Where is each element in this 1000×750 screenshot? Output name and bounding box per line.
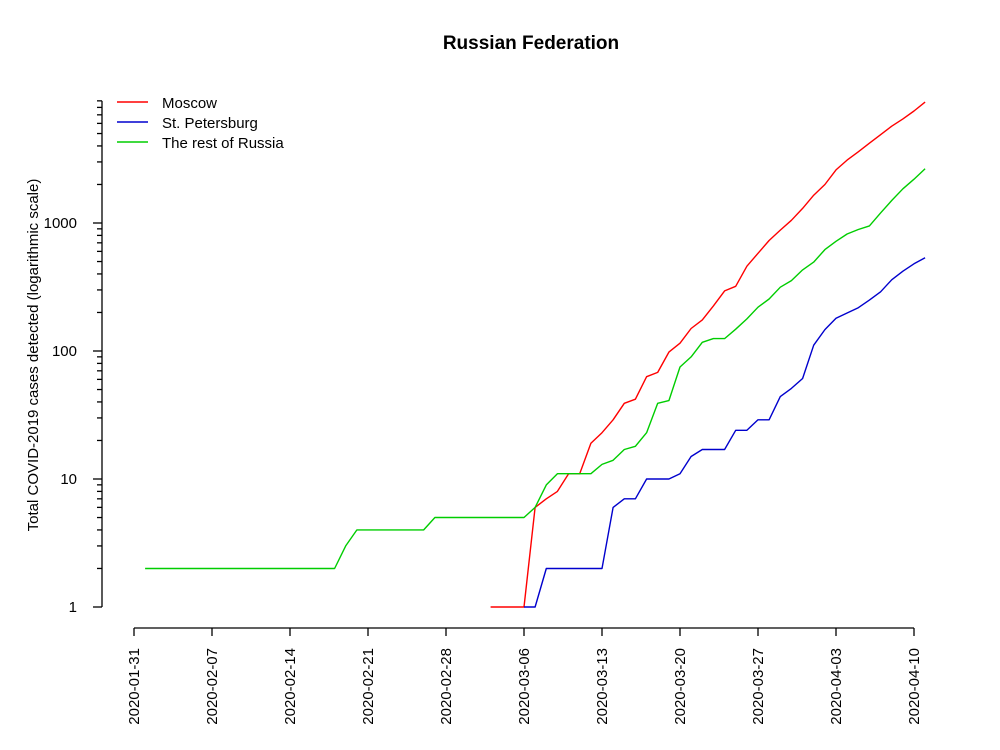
legend-entry-label: Moscow	[162, 95, 217, 112]
x-tick-label: 2020-03-06	[516, 648, 533, 725]
x-tick-label: 2020-04-03	[828, 648, 845, 725]
x-tick-label: 2020-03-27	[750, 648, 767, 725]
x-tick-label: 2020-04-10	[906, 648, 923, 725]
y-tick-label: 10	[60, 471, 77, 488]
legend-entry-label: St. Petersburg	[162, 115, 258, 132]
x-axis: 2020-01-31 2020-02-07 2020-02-14 2020-02-21…	[126, 627, 923, 725]
x-tick-label: 2020-02-07	[204, 648, 221, 725]
x-tick-label: 2020-02-28	[438, 648, 455, 725]
series-layer	[145, 101, 926, 608]
chart-title: Russian Federation	[443, 33, 619, 54]
x-tick-label: 2020-03-20	[672, 648, 689, 725]
series-line-1	[524, 257, 926, 608]
series-line-2	[145, 168, 926, 570]
x-tick-label: 2020-03-13	[594, 648, 611, 725]
y-tick-label: 1000	[44, 215, 77, 232]
y-tick-label: 1	[69, 599, 77, 616]
y-axis-label: Total COVID-2019 cases detected (logarit…	[25, 179, 42, 532]
series-line-0	[490, 101, 926, 608]
x-tick-label: 2020-02-21	[360, 648, 377, 725]
y-axis: 1 10 100 1000	[44, 100, 103, 616]
x-tick-label: 2020-01-31	[126, 648, 143, 725]
x-tick-label: 2020-02-14	[282, 648, 299, 725]
legend-entry-label: The rest of Russia	[162, 135, 284, 152]
legend: Moscow St. Petersburg The rest of Russia	[117, 95, 284, 152]
y-tick-label: 100	[52, 343, 77, 360]
